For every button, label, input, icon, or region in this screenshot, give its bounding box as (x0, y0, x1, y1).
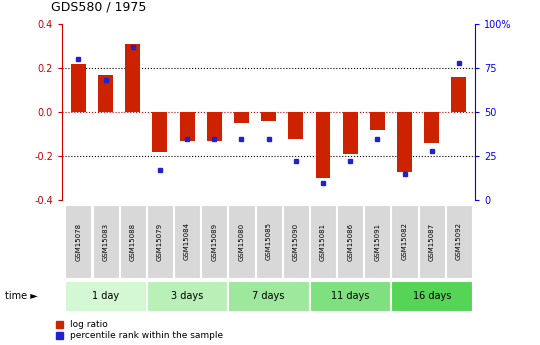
Bar (201, 205, 227, 278)
Bar (283, 205, 309, 278)
Bar (446, 205, 472, 278)
Text: GSM15079: GSM15079 (157, 223, 163, 260)
Bar (71, 64, 86, 112)
Bar (152, 112, 167, 152)
Text: GSM15082: GSM15082 (402, 223, 408, 260)
Bar (255, 205, 282, 278)
Bar (288, 112, 303, 138)
Bar (120, 205, 146, 278)
Text: GSM15080: GSM15080 (239, 223, 245, 260)
Text: GSM15091: GSM15091 (374, 223, 380, 260)
Text: GSM15088: GSM15088 (130, 223, 136, 260)
Text: GSM15084: GSM15084 (184, 223, 190, 260)
Bar (228, 205, 254, 278)
Text: GDS580 / 1975: GDS580 / 1975 (51, 1, 147, 14)
Bar (234, 112, 249, 123)
Bar (370, 112, 385, 130)
Bar (65, 205, 91, 278)
Text: GSM15078: GSM15078 (76, 223, 82, 260)
Bar (397, 112, 412, 171)
Text: GSM15089: GSM15089 (211, 223, 217, 260)
Text: time ►: time ► (5, 291, 38, 301)
Bar (424, 112, 439, 143)
Bar (174, 205, 200, 278)
Text: 7 days: 7 days (253, 291, 285, 301)
Text: 3 days: 3 days (171, 291, 203, 301)
Legend: log ratio, percentile rank within the sample: log ratio, percentile rank within the sa… (56, 320, 224, 341)
Bar (125, 44, 140, 112)
Text: 1 day: 1 day (92, 291, 119, 301)
Text: GSM15087: GSM15087 (429, 223, 435, 260)
Bar (310, 281, 390, 310)
Text: GSM15081: GSM15081 (320, 223, 326, 260)
Bar (98, 75, 113, 112)
Text: GSM15092: GSM15092 (456, 223, 462, 260)
Bar (315, 112, 330, 178)
Bar (228, 281, 309, 310)
Text: GSM15090: GSM15090 (293, 223, 299, 260)
Text: GSM15085: GSM15085 (266, 223, 272, 260)
Bar (392, 205, 417, 278)
Bar (392, 281, 472, 310)
Bar (310, 205, 336, 278)
Bar (418, 205, 445, 278)
Bar (147, 281, 227, 310)
Bar (451, 77, 467, 112)
Bar (65, 281, 146, 310)
Text: 16 days: 16 days (413, 291, 451, 301)
Bar (261, 112, 276, 121)
Text: GSM15086: GSM15086 (347, 223, 353, 260)
Bar (180, 112, 194, 141)
Bar (207, 112, 222, 141)
Bar (343, 112, 357, 154)
Text: GSM15083: GSM15083 (103, 223, 109, 260)
Bar (364, 205, 390, 278)
Text: 11 days: 11 days (331, 291, 369, 301)
Bar (147, 205, 173, 278)
Bar (92, 205, 119, 278)
Bar (337, 205, 363, 278)
